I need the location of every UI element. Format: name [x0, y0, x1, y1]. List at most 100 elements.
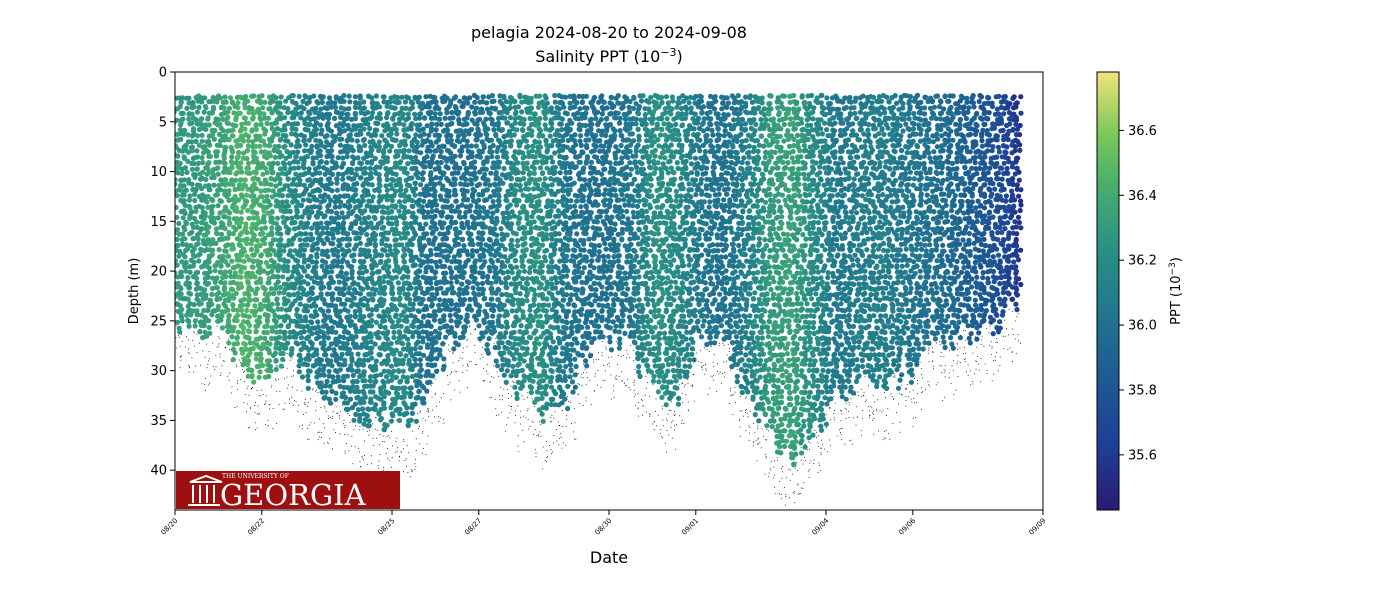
- data-point: [257, 319, 263, 325]
- data-point: [484, 197, 490, 203]
- depth-marker: [187, 352, 189, 354]
- data-point: [260, 171, 266, 177]
- data-point: [273, 183, 279, 189]
- data-point: [213, 230, 219, 236]
- data-point: [449, 284, 455, 290]
- depth-marker: [418, 426, 420, 427]
- data-point: [462, 214, 468, 220]
- data-point: [477, 209, 483, 215]
- data-point: [195, 154, 201, 160]
- data-point: [206, 160, 212, 166]
- depth-marker: [417, 428, 419, 429]
- data-point: [376, 111, 383, 117]
- data-point: [347, 203, 353, 209]
- data-point: [258, 253, 264, 259]
- depth-marker: [348, 450, 350, 452]
- data-point: [249, 188, 255, 194]
- data-point: [491, 302, 497, 308]
- depth-marker: [177, 335, 179, 337]
- data-point: [511, 192, 518, 198]
- data-point: [418, 182, 424, 188]
- data-point: [205, 193, 211, 200]
- depth-marker: [382, 441, 383, 443]
- depth-marker: [456, 371, 458, 373]
- data-point: [379, 215, 386, 221]
- depth-marker: [436, 405, 438, 407]
- depth-marker: [188, 339, 190, 341]
- data-point: [212, 268, 218, 274]
- data-point: [295, 137, 301, 144]
- data-point: [286, 306, 293, 312]
- data-point: [355, 368, 361, 374]
- depth-marker: [254, 429, 256, 431]
- data-point: [393, 137, 399, 143]
- depth-marker: [358, 451, 360, 453]
- depth-marker: [175, 325, 177, 327]
- data-point: [185, 296, 191, 302]
- depth-marker: [234, 407, 236, 408]
- data-point: [307, 198, 313, 204]
- data-point: [261, 219, 267, 225]
- data-point: [489, 319, 496, 325]
- depth-marker: [355, 425, 356, 427]
- data-point: [268, 176, 274, 182]
- data-point: [417, 111, 423, 117]
- data-point: [375, 329, 381, 335]
- depth-marker: [495, 414, 497, 416]
- data-point: [252, 150, 258, 156]
- data-point: [229, 177, 235, 183]
- data-point: [267, 363, 273, 369]
- data-point: [180, 116, 186, 122]
- data-point: [283, 345, 289, 351]
- depth-marker: [425, 419, 427, 421]
- data-point: [365, 406, 371, 412]
- depth-marker: [378, 444, 380, 446]
- data-point: [432, 235, 438, 241]
- depth-marker: [327, 441, 328, 443]
- data-point: [253, 225, 259, 232]
- data-point: [448, 307, 454, 313]
- data-point: [243, 274, 249, 280]
- data-point: [372, 155, 378, 162]
- data-point: [409, 410, 415, 416]
- data-point: [175, 319, 181, 325]
- data-point: [330, 235, 336, 241]
- data-point: [276, 334, 282, 340]
- depth-marker: [498, 414, 500, 416]
- data-point: [441, 220, 447, 226]
- data-point: [515, 273, 521, 279]
- data-point: [413, 215, 419, 221]
- data-point: [438, 175, 444, 181]
- depth-marker: [206, 367, 208, 369]
- depth-marker: [443, 422, 445, 424]
- depth-marker: [449, 382, 451, 384]
- data-point: [449, 269, 455, 275]
- data-point: [393, 257, 399, 263]
- depth-marker: [297, 410, 299, 412]
- data-point: [513, 373, 519, 379]
- data-point: [338, 269, 344, 275]
- data-point: [348, 319, 354, 325]
- data-point: [273, 323, 279, 329]
- data-point: [392, 105, 398, 111]
- data-point: [376, 139, 382, 145]
- depth-marker: [180, 355, 182, 357]
- data-point: [249, 127, 255, 133]
- data-point: [193, 117, 199, 123]
- data-point: [366, 214, 372, 220]
- data-point: [487, 110, 493, 116]
- data-point: [420, 246, 426, 252]
- data-point: [382, 324, 388, 331]
- data-point: [372, 237, 378, 243]
- data-point: [239, 169, 245, 175]
- data-point: [477, 257, 483, 263]
- data-point: [221, 169, 227, 175]
- depth-marker: [434, 394, 436, 396]
- data-point: [368, 221, 374, 227]
- depth-marker: [439, 401, 441, 403]
- data-point: [235, 100, 241, 106]
- data-point: [265, 314, 271, 320]
- data-point: [192, 323, 198, 329]
- data-point: [489, 137, 495, 143]
- data-point: [222, 204, 229, 210]
